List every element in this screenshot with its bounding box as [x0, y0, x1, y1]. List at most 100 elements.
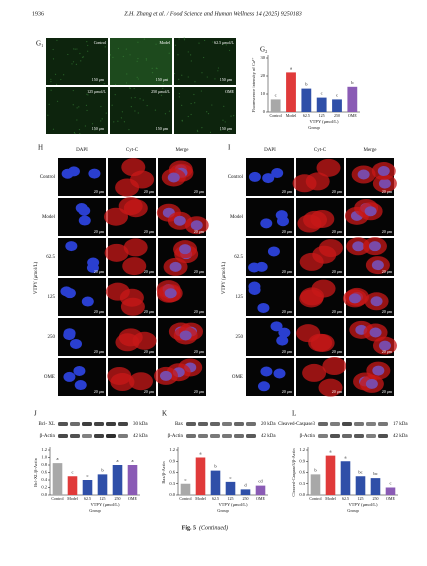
cell-speck [60, 78, 62, 81]
cell-speck [54, 73, 57, 75]
nucleus [257, 302, 270, 313]
cell-speck [76, 119, 78, 121]
row-label: OME [232, 375, 243, 380]
cell-speck [139, 98, 141, 100]
cell-speck [114, 83, 117, 86]
x-tick-label: Model [325, 496, 336, 501]
page-number: 1936 [32, 11, 44, 17]
nucleus [371, 260, 384, 271]
cell-speck [190, 113, 192, 116]
significance-letter: c [336, 92, 338, 97]
scale-bar-label: 20 μm [282, 309, 293, 314]
nucleus [173, 215, 186, 226]
y-tick-label: 20 [261, 73, 266, 78]
nucleus [276, 335, 289, 346]
cell-speck [181, 74, 183, 76]
bar [210, 470, 221, 495]
y-tick-label: 0.8 [41, 462, 47, 467]
scale-bar-label: 20 μm [94, 309, 105, 314]
blot-band [118, 422, 128, 426]
cell-speck [196, 129, 199, 131]
nucleus [255, 261, 268, 272]
bar [301, 88, 312, 112]
cell-speck [178, 96, 180, 98]
x-tick-label: Model [286, 113, 297, 118]
panel-label: G₁ [36, 40, 44, 48]
nucleus [260, 366, 273, 377]
cell-speck [50, 89, 52, 91]
scale-bar-label: 20 μm [194, 229, 205, 234]
blot-band [234, 434, 244, 438]
cell-speck [173, 72, 176, 75]
y-tick-label: 1.2 [41, 447, 47, 452]
cell-speck [103, 82, 105, 85]
bar [225, 481, 236, 495]
micrograph [46, 87, 108, 134]
significance-letter: a [57, 456, 59, 461]
cell-speck [217, 67, 220, 69]
cell-speck [78, 128, 81, 131]
row-label: 250 [236, 335, 244, 340]
cell-speck [222, 119, 224, 121]
scale-bar-label: 20 μm [144, 389, 155, 394]
significance-letter: c [321, 91, 323, 96]
cell-speck [125, 48, 127, 50]
x-axis-label: VTPY (μmol/L) [348, 502, 378, 507]
cell-speck [117, 47, 120, 50]
bar [340, 461, 351, 495]
bar [82, 480, 93, 495]
cytoplasm [104, 243, 129, 262]
scale-bar-label: 20 μm [382, 309, 393, 314]
cell-speck [217, 70, 219, 72]
scale-bar-label: 20 μm [382, 229, 393, 234]
cell-speck [165, 91, 167, 93]
blot-band [342, 422, 352, 426]
blot-band [222, 434, 232, 438]
scale-bar-label: 20 μm [144, 269, 155, 274]
blot-band [58, 422, 68, 426]
cell-speck [109, 54, 112, 56]
cytoplasm [115, 333, 140, 352]
scale-bar-label: 20 μm [282, 349, 293, 354]
bar [180, 483, 191, 495]
nucleus [160, 370, 173, 381]
row-label: 62.5 [234, 255, 243, 260]
cytoplasm [302, 363, 327, 382]
y-tick-label: 0.0 [169, 492, 175, 497]
cell-speck [178, 93, 180, 95]
x-tick-label: 62.5 [342, 496, 349, 501]
x-tick-label: 125 [228, 496, 234, 501]
image-label: Control [94, 40, 107, 45]
band-name: β-Actin [300, 434, 316, 439]
bar [255, 485, 266, 495]
cell-speck [145, 59, 148, 61]
blot-band [58, 434, 68, 438]
nucleus [357, 169, 370, 180]
band-name: Bax [175, 422, 184, 427]
blot-band [94, 434, 104, 438]
cell-speck [174, 44, 177, 46]
bar [355, 476, 366, 495]
cell-speck [190, 102, 192, 105]
group-label: Group [89, 508, 101, 513]
y-tick-label: 0.6 [41, 470, 47, 475]
cell-speck [100, 105, 102, 108]
cytoplasm [318, 378, 343, 397]
blot-band [318, 434, 328, 438]
cell-speck [112, 56, 114, 58]
nucleus [378, 178, 391, 189]
scale-bar-label: 20 μm [144, 229, 155, 234]
nucleus [75, 203, 88, 214]
scale-bar-label: 20 μm [332, 309, 343, 314]
cell-speck [79, 52, 81, 55]
cell-speck [73, 48, 75, 50]
scale-bar-label: 150 μm [156, 126, 169, 131]
cell-speck [101, 118, 103, 120]
significance-letter: b [214, 464, 217, 469]
scale-bar-label: 20 μm [382, 349, 393, 354]
significance-letter: bc [373, 471, 377, 476]
cell-speck [56, 100, 59, 102]
scale-bar-label: 20 μm [332, 389, 343, 394]
scale-bar-label: 20 μm [282, 189, 293, 194]
cell-speck [78, 106, 80, 108]
